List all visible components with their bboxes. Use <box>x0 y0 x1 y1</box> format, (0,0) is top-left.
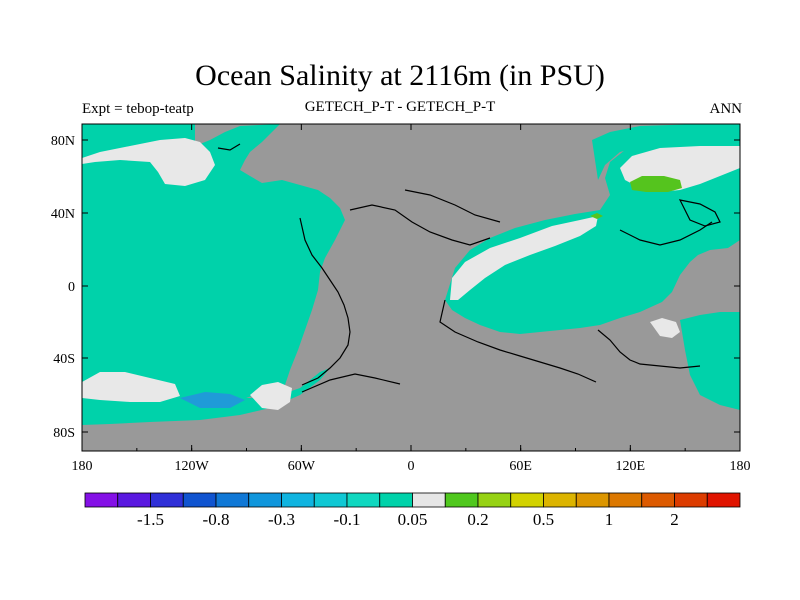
colorbar-swatch <box>674 492 708 508</box>
colorbar-label: 1 <box>605 510 614 529</box>
colorbar-label: 0.2 <box>467 510 488 529</box>
experiment-label: Expt = tebop-teatp <box>82 101 194 117</box>
positive-patch-central-asia <box>630 176 682 192</box>
coastline-greenland <box>217 143 241 151</box>
coastline-antarctic <box>301 373 401 393</box>
latitude-tick-labels: 80N 40N 0 40S 80S <box>51 134 75 441</box>
coastlines <box>217 143 721 393</box>
colorbar-swatch <box>84 492 119 508</box>
ocean-region-southern <box>82 368 330 425</box>
colorbar-label: -0.8 <box>203 510 230 529</box>
lat-tick-label: 0 <box>68 280 75 295</box>
colorbar-label: 0.5 <box>533 510 554 529</box>
lon-tick-label: 60W <box>288 459 316 474</box>
colorbar-swatch <box>117 492 151 508</box>
ocean-region-pacific <box>82 124 345 410</box>
colorbar-swatch <box>575 492 610 508</box>
lon-tick-label: 180 <box>730 459 751 474</box>
season-label: ANN <box>709 101 743 117</box>
colorbar-swatch <box>543 492 577 508</box>
colorbar-swatch <box>608 492 643 508</box>
colorbar-label: -0.1 <box>334 510 361 529</box>
colorbar-swatch <box>510 492 544 508</box>
colorbar-swatch <box>706 492 741 508</box>
colorbar-swatch <box>477 492 512 508</box>
colorbar-label: 0.05 <box>398 510 428 529</box>
near-zero-patch-tethys <box>450 216 598 300</box>
colorbar-swatch <box>248 492 282 508</box>
colorbar-label: -1.5 <box>137 510 164 529</box>
lat-tick-label: 80N <box>51 134 75 149</box>
map-title: Ocean Salinity at 2116m (in PSU) <box>195 59 605 92</box>
colorbar-swatch <box>182 492 217 508</box>
coastline-western <box>299 217 351 386</box>
colorbar-label: -0.3 <box>268 510 295 529</box>
near-zero-patch-drake <box>250 382 292 410</box>
coastline-northern <box>349 204 491 246</box>
ocean-region-southeast <box>680 312 740 410</box>
near-zero-patch-north-pacific <box>82 138 215 186</box>
colorbar-swatch <box>215 492 250 508</box>
colorbar-swatch <box>346 492 381 508</box>
coastline-indian <box>597 329 701 369</box>
colorbar <box>84 492 741 508</box>
lon-tick-label: 60E <box>509 459 532 474</box>
coastline-southeast <box>619 221 713 246</box>
map-plot-area <box>82 124 740 451</box>
model-comparison-label: GETECH_P-T - GETECH_P-T <box>304 99 496 115</box>
lon-tick-label: 180 <box>72 459 93 474</box>
near-zero-patch-south-pacific <box>82 372 180 402</box>
lon-tick-label: 120W <box>175 459 210 474</box>
lat-tick-label: 40N <box>51 207 75 222</box>
coastline-northeast <box>404 189 501 223</box>
lat-tick-label: 40S <box>53 352 75 367</box>
colorbar-labels: -1.5 -0.8 -0.3 -0.1 0.05 0.2 0.5 1 2 <box>137 510 679 529</box>
lat-tick-label: 80S <box>53 426 75 441</box>
positive-patch-small <box>590 213 603 219</box>
colorbar-swatch <box>150 492 184 508</box>
colorbar-swatch <box>444 492 479 508</box>
colorbar-label: 2 <box>670 510 679 529</box>
ocean-region-arctic-east <box>592 124 740 180</box>
axis-ticks <box>81 124 741 451</box>
colorbar-swatch <box>313 492 348 508</box>
longitude-tick-labels: 180 120W 60W 0 60E 120E 180 <box>72 459 751 474</box>
negative-patch-southern <box>180 392 245 408</box>
colorbar-swatch <box>641 492 675 508</box>
coastline-island <box>678 199 721 227</box>
near-zero-patch-indonesia <box>650 318 680 338</box>
lon-tick-label: 0 <box>408 459 415 474</box>
lon-tick-label: 120E <box>616 459 646 474</box>
colorbar-swatch <box>281 492 315 508</box>
colorbar-swatch <box>412 492 446 508</box>
colorbar-swatch <box>379 492 413 508</box>
coastline-eastern <box>439 299 597 383</box>
